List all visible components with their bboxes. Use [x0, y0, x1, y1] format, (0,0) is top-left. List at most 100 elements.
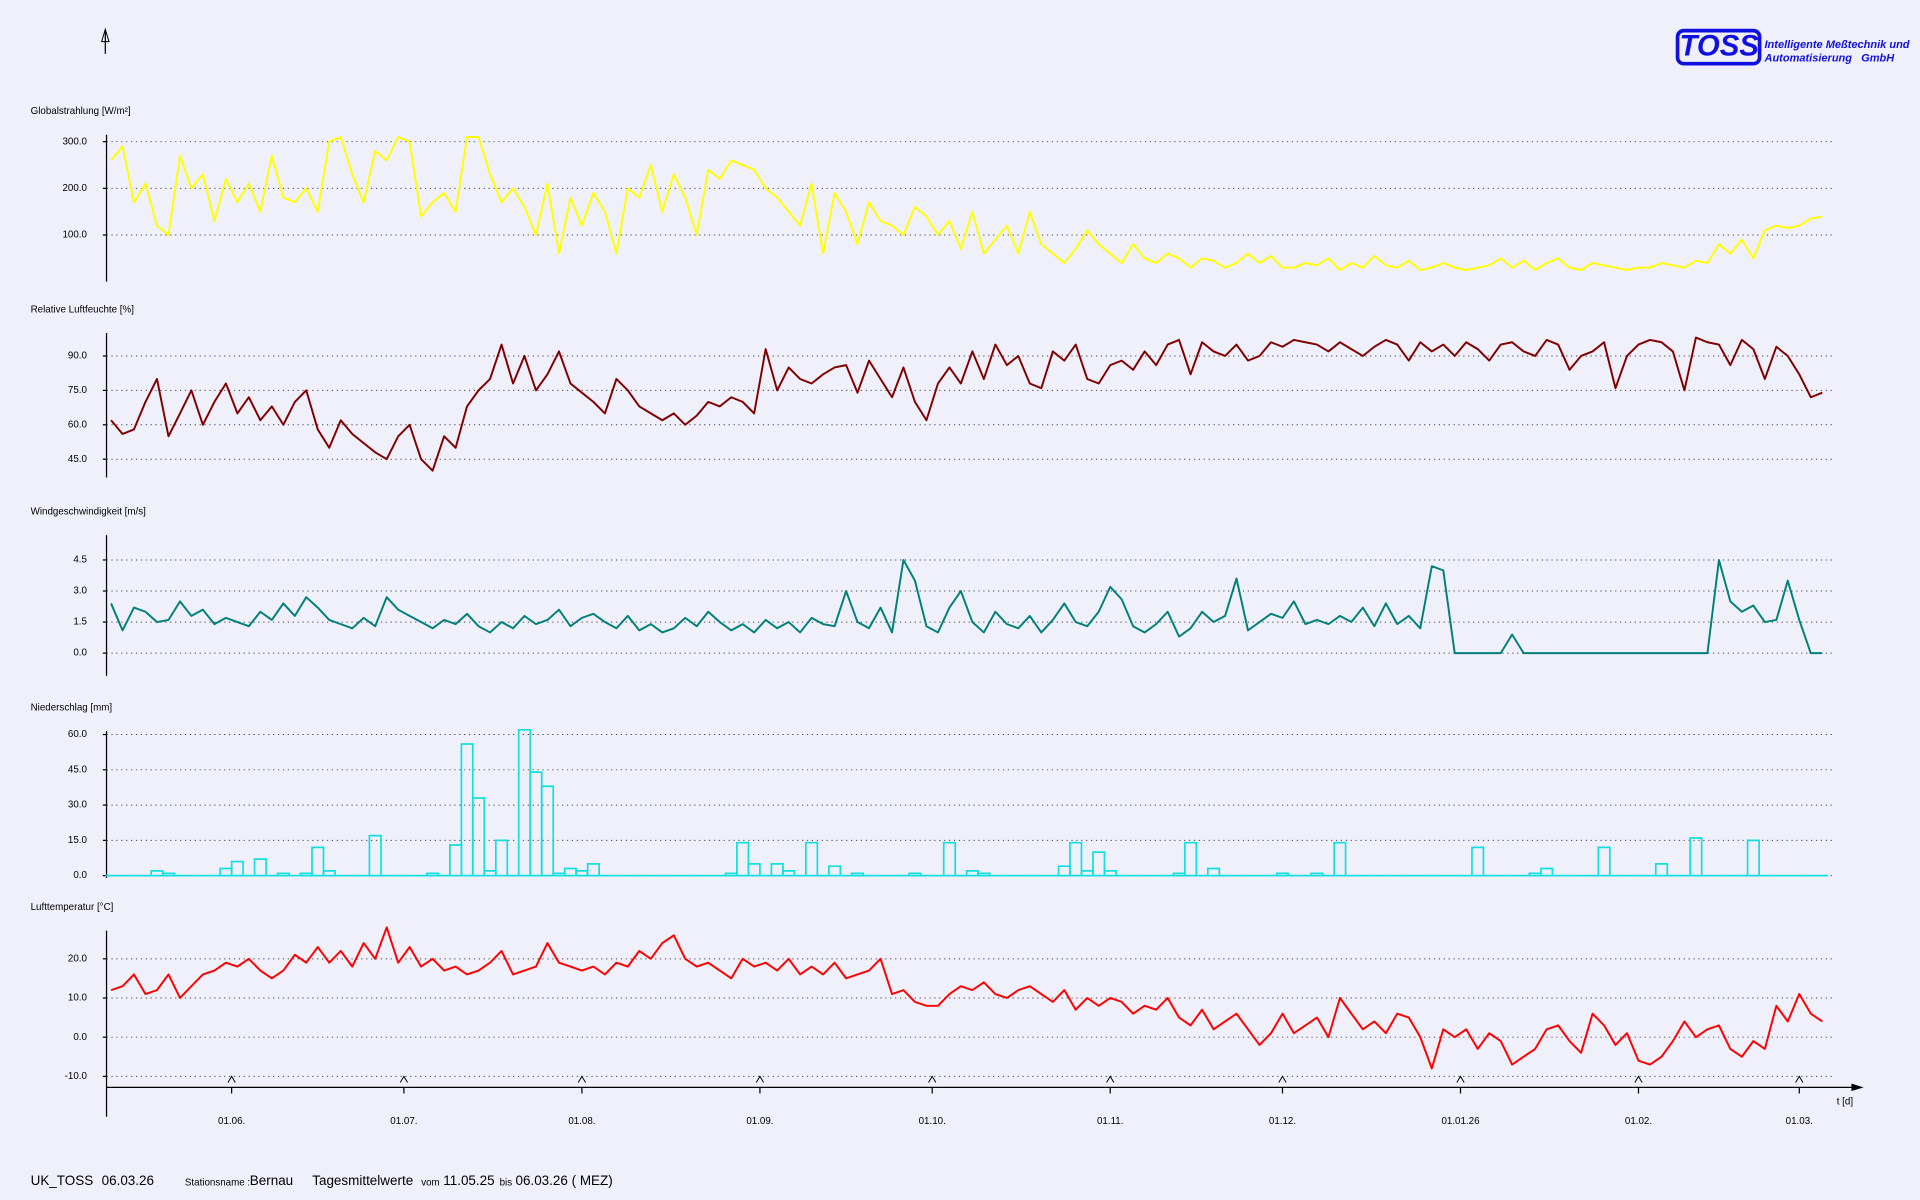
panel-title: Globalstrahlung [W/m²] [31, 106, 131, 117]
bar [1654, 863, 1669, 877]
x-tick [1278, 1075, 1287, 1083]
bar [563, 867, 577, 877]
bar [517, 728, 532, 877]
y-tick-label: 1.5 [73, 617, 87, 628]
bar [540, 785, 555, 877]
data-line [110, 926, 1823, 1070]
logo-text: TOSS [1679, 30, 1759, 63]
bar [586, 863, 600, 877]
x-axis-arrow [1851, 1083, 1864, 1092]
y-tick-label: 0.0 [73, 870, 87, 881]
y-tick-label: 60.0 [68, 729, 88, 740]
x-tick-label: 01.12. [1269, 1116, 1296, 1127]
y-tick-label: 0.0 [73, 648, 87, 659]
bar [1333, 841, 1347, 877]
bar [311, 846, 325, 877]
y-tick-label: 15.0 [68, 835, 88, 846]
x-tick-label: 01.08. [568, 1116, 595, 1127]
y-tick-label: 10.0 [68, 993, 88, 1004]
panel-title: Lufttemperatur [°C] [31, 902, 114, 913]
bar [747, 863, 761, 877]
bar [908, 872, 922, 877]
bar [322, 870, 336, 877]
bar [253, 858, 267, 877]
panel-title: Niederschlag [mm] [31, 702, 113, 713]
bar [1689, 837, 1703, 877]
bar [460, 743, 474, 877]
footer-id: UK_TOSS [31, 1173, 94, 1188]
bar [368, 834, 382, 877]
bar [1471, 846, 1485, 877]
panel-title: Relative Luftfeuchte [%] [31, 304, 135, 315]
bar [1092, 851, 1106, 877]
x-tick [1634, 1075, 1643, 1083]
x-tick [1456, 1075, 1465, 1083]
x-tick-label: 01.01.26 [1441, 1116, 1480, 1127]
footer-station: Bernau [250, 1173, 293, 1188]
y-tick-label: 90.0 [68, 351, 88, 362]
y-tick-label: 45.0 [68, 454, 88, 465]
bar [426, 872, 440, 877]
footer-label: Stationsname : [185, 1177, 250, 1188]
x-tick-label: 01.11. [1097, 1116, 1123, 1127]
north-arrow [100, 27, 110, 54]
bar [1069, 841, 1083, 877]
bar [161, 872, 176, 877]
footer-label: bis [500, 1177, 513, 1188]
x-tick-label: 01.06. [218, 1116, 245, 1127]
footer-date: 06.03.26 [102, 1173, 154, 1188]
x-axis-label: t [d] [1837, 1097, 1854, 1108]
bar [1597, 846, 1611, 877]
y-tick-label: 0.0 [73, 1032, 87, 1043]
x-tick [399, 1075, 408, 1083]
y-tick-label: 3.0 [73, 586, 87, 597]
footer-from: 11.05.25 [443, 1173, 494, 1188]
bar [736, 841, 750, 877]
x-tick [928, 1075, 937, 1083]
footer: UK_TOSS 06.03.26 Stationsname : Bernau T… [31, 1173, 613, 1188]
bar [782, 870, 796, 877]
bar [150, 870, 164, 877]
bar [850, 872, 865, 877]
x-tick [227, 1075, 236, 1083]
bar [1310, 872, 1324, 877]
bar [471, 797, 486, 877]
bar [827, 865, 842, 877]
bar [804, 841, 819, 877]
x-tick [1106, 1075, 1115, 1083]
footer-to: 06.03.26 ( MEZ) [516, 1173, 613, 1188]
x-tick [1795, 1075, 1804, 1083]
bar [1103, 870, 1117, 877]
bar [1540, 867, 1554, 877]
data-line [110, 558, 1823, 655]
company-line: Intelligente Meßtechnik und [1764, 39, 1909, 51]
x-tick-label: 01.10. [919, 1116, 946, 1127]
x-tick-label: 01.02. [1625, 1116, 1652, 1127]
company-line: Automatisierung GmbH [1763, 53, 1895, 65]
bar [1275, 872, 1290, 877]
x-tick [755, 1075, 765, 1083]
x-tick [577, 1075, 587, 1083]
y-tick-label: 20.0 [68, 953, 88, 964]
bar [977, 872, 991, 877]
x-tick-label: 01.07. [390, 1116, 417, 1127]
y-tick-label: 45.0 [68, 764, 88, 775]
y-tick-label: -10.0 [65, 1071, 88, 1082]
x-tick-label: 01.03. [1786, 1116, 1813, 1127]
footer-label: vom [421, 1177, 439, 1188]
bar [1183, 841, 1198, 877]
bar [1746, 839, 1760, 877]
data-line [110, 136, 1823, 271]
y-tick-label: 75.0 [68, 385, 88, 396]
bar [1206, 867, 1221, 877]
data-line [110, 336, 1823, 472]
y-tick-label: 30.0 [68, 800, 88, 811]
bar [965, 870, 979, 877]
bar [276, 872, 290, 877]
y-tick-label: 4.5 [73, 555, 87, 566]
y-tick-label: 60.0 [68, 419, 88, 430]
y-tick-label: 300.0 [62, 136, 87, 147]
bar [494, 839, 509, 877]
